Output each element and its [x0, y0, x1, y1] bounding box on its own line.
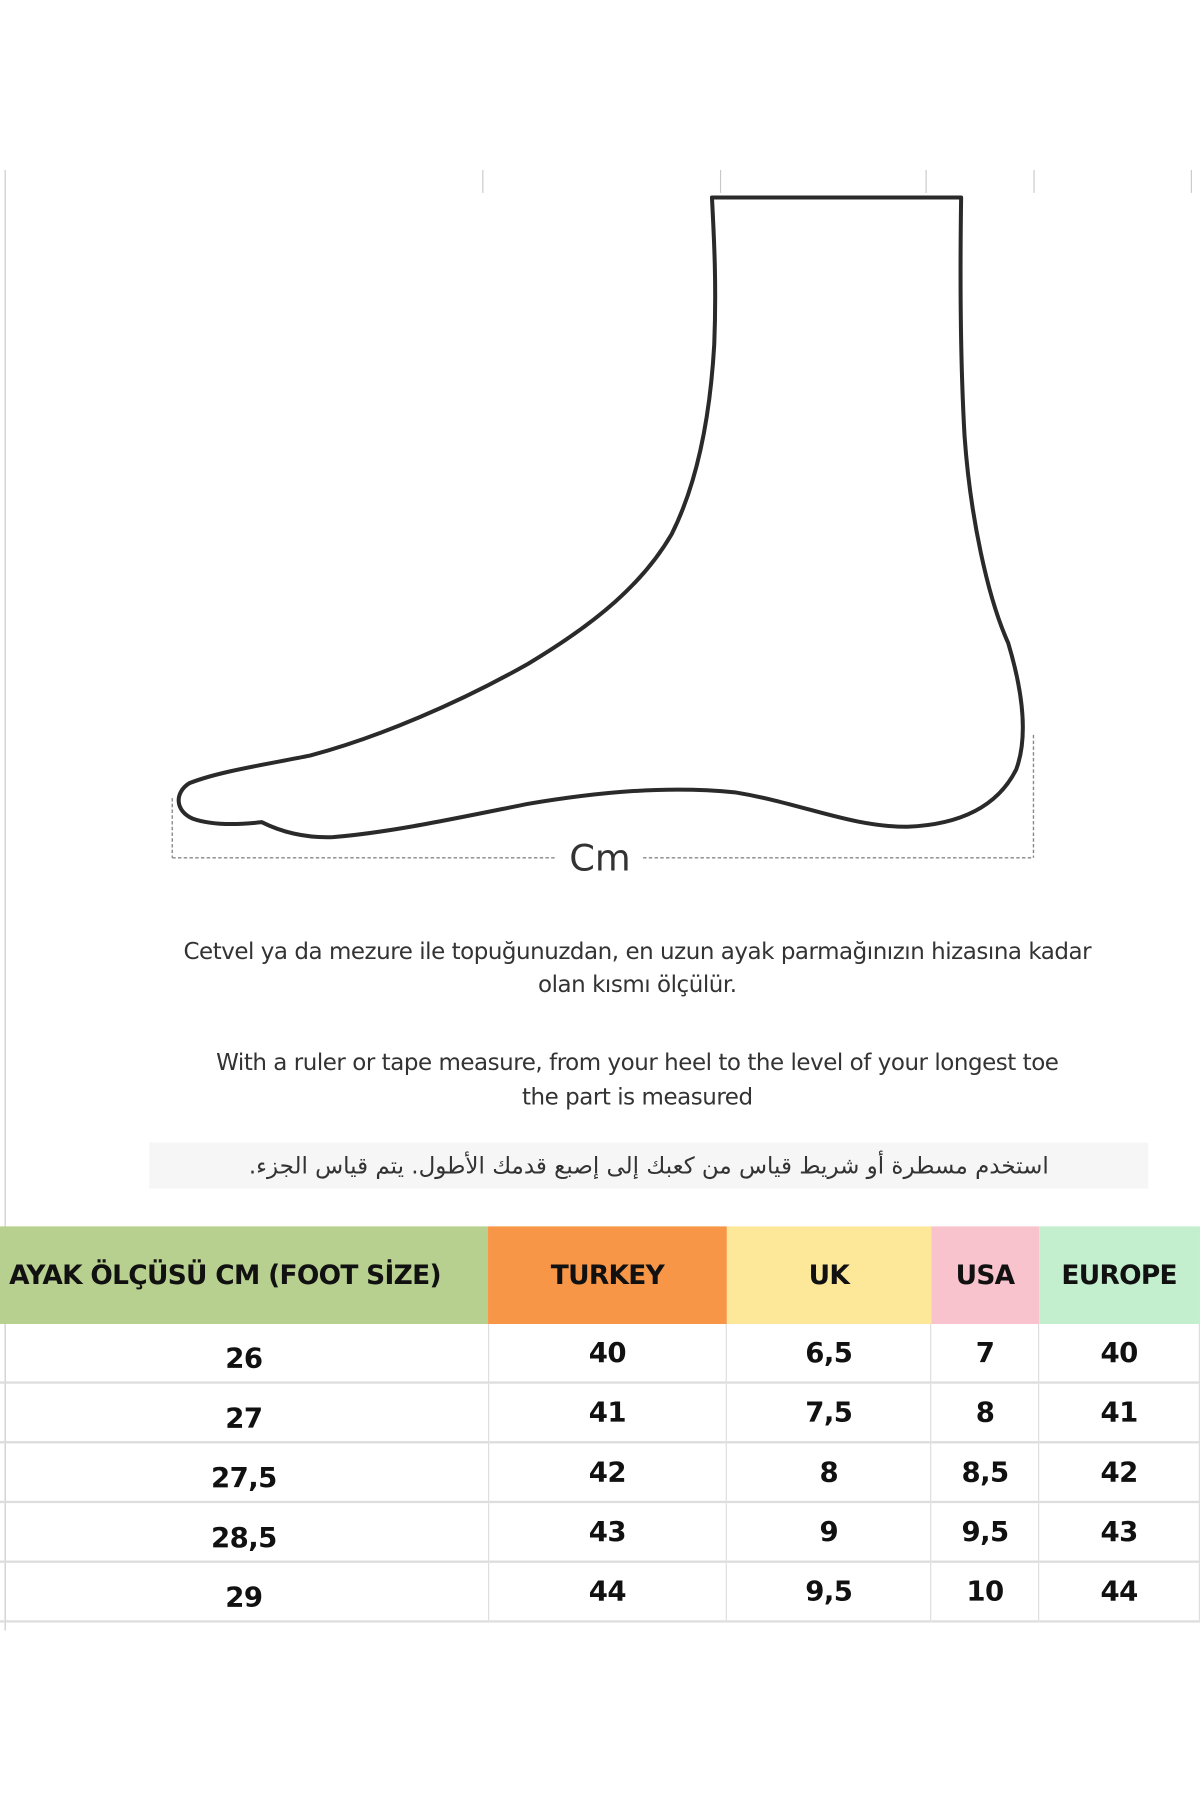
cell-turkey: 44: [488, 1561, 728, 1623]
arabic-instruction: استخدم مسطرة أو شريط قياس من كعبك إلى إص…: [149, 1142, 1149, 1189]
table-row: 29 44 9,5 10 44: [0, 1561, 1200, 1623]
cell-uk: 7,5: [726, 1382, 932, 1444]
cell-foot-size: 28,5: [0, 1501, 489, 1563]
measure-label: Cm: [556, 834, 644, 881]
cell-usa: 9,5: [931, 1501, 1040, 1563]
cell-turkey: 41: [488, 1382, 728, 1444]
cell-europe: 44: [1038, 1561, 1200, 1623]
cell-europe: 43: [1038, 1501, 1200, 1563]
grid-tick: [1033, 169, 1035, 193]
cell-europe: 40: [1038, 1323, 1200, 1384]
cell-uk: 8: [726, 1442, 932, 1504]
table-row: 27 41 7,5 8 41: [0, 1382, 1200, 1444]
cell-europe: 42: [1038, 1442, 1200, 1504]
english-instruction-line2: the part is measured: [522, 1082, 753, 1111]
grid-tick: [1190, 169, 1192, 193]
cell-turkey: 40: [488, 1323, 728, 1384]
header-usa: USA: [931, 1226, 1039, 1324]
size-table: AYAK ÖLÇÜSÜ CM (FOOT SİZE) TURKEY UK USA…: [0, 1226, 1200, 1623]
table-row: 26 40 6,5 7 40: [0, 1323, 1200, 1384]
header-europe: EUROPE: [1038, 1226, 1200, 1324]
header-uk: UK: [726, 1226, 932, 1324]
table-row: 28,5 43 9 9,5 43: [0, 1501, 1200, 1563]
foot-outline: [176, 195, 1025, 840]
cell-usa: 7: [931, 1323, 1040, 1384]
header-turkey: TURKEY: [488, 1226, 727, 1324]
cell-europe: 41: [1038, 1382, 1200, 1444]
table-header-row: AYAK ÖLÇÜSÜ CM (FOOT SİZE) TURKEY UK USA…: [0, 1226, 1200, 1324]
grid-line: [4, 169, 6, 1631]
cell-foot-size: 29: [0, 1561, 489, 1623]
grid-tick: [482, 169, 484, 193]
cell-uk: 9: [726, 1501, 932, 1563]
cell-usa: 8: [931, 1382, 1040, 1444]
english-instruction-line1: With a ruler or tape measure, from your …: [216, 1048, 1059, 1076]
turkish-instruction-line1: Cetvel ya da mezure ile topuğunuzdan, en…: [183, 937, 1092, 965]
cell-foot-size: 27: [0, 1382, 489, 1444]
header-foot-size: AYAK ÖLÇÜSÜ CM (FOOT SİZE): [0, 1226, 489, 1324]
cell-uk: 9,5: [726, 1561, 932, 1623]
grid-tick: [719, 169, 722, 193]
cell-usa: 10: [931, 1561, 1040, 1623]
cell-turkey: 42: [488, 1442, 728, 1504]
grid-tick: [925, 169, 927, 193]
table-row: 27,5 42 8 8,5 42: [0, 1442, 1200, 1504]
turkish-instruction-line2: olan kısmı ölçülür.: [538, 970, 737, 998]
cell-usa: 8,5: [931, 1442, 1040, 1504]
cell-uk: 6,5: [726, 1323, 932, 1384]
cell-turkey: 43: [488, 1501, 728, 1563]
cell-foot-size: 26: [0, 1323, 489, 1384]
cell-foot-size: 27,5: [0, 1442, 489, 1504]
